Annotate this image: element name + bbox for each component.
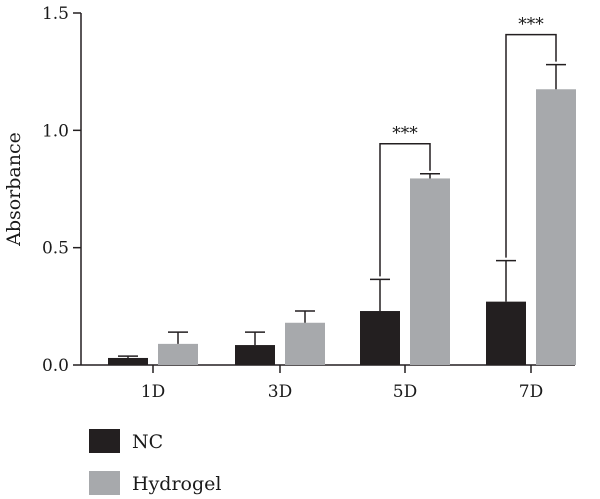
y-tick-label: 1.0 — [42, 121, 69, 141]
legend-label-nc: NC — [132, 431, 163, 453]
x-tick-label: 7D — [519, 382, 543, 402]
y-tick-label: 0.5 — [42, 239, 69, 259]
y-tick-label: 0.0 — [42, 356, 69, 376]
y-tick-label: 1.5 — [42, 4, 69, 24]
bar-hydrogel-5d — [410, 178, 450, 365]
x-ticks: 1D 3D 5D 7D — [141, 365, 543, 402]
bar-nc-5d — [360, 311, 400, 365]
significance-bracket — [379, 142, 431, 277]
bar-hydrogel-1d — [158, 343, 198, 365]
x-tick-label: 1D — [141, 382, 165, 402]
bar-nc-3d — [235, 345, 275, 365]
legend-swatch-hydrogel — [89, 471, 120, 495]
error-bars — [118, 63, 566, 358]
legend-label-hydrogel: Hydrogel — [132, 473, 221, 495]
significance-label: *** — [392, 124, 418, 144]
bar-hydrogel-3d — [285, 322, 325, 365]
y-axis-title: Absorbance — [3, 132, 25, 247]
significance-bracket — [505, 33, 557, 258]
y-ticks: 0.0 0.5 1.0 1.5 — [42, 4, 81, 376]
bars — [108, 89, 576, 366]
legend-swatch-nc — [89, 429, 120, 453]
x-tick-label: 5D — [393, 382, 417, 402]
significance-label: *** — [518, 15, 544, 35]
bar-nc-7d — [486, 301, 526, 365]
x-tick-label: 3D — [268, 382, 292, 402]
bar-hydrogel-7d — [536, 89, 576, 366]
significance-annotations: *** *** — [379, 15, 557, 277]
bar-nc-1d — [108, 357, 148, 365]
legend: NC Hydrogel — [89, 429, 221, 495]
